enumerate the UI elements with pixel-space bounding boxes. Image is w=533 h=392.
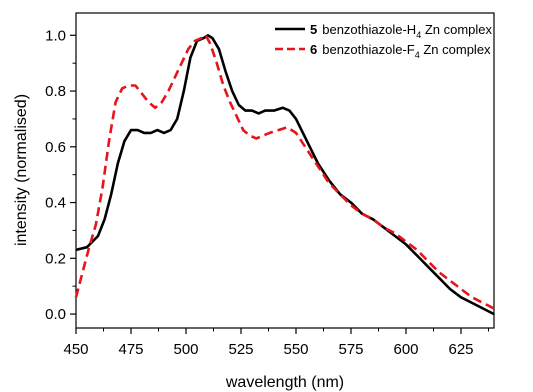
- y-tick-label: 1.0: [45, 27, 66, 44]
- y-tick-label: 0.8: [45, 83, 66, 100]
- x-tick-label: 500: [173, 341, 198, 358]
- legend-number: 6: [310, 42, 317, 57]
- series-line-6: [74, 34, 495, 310]
- x-tick-label: 450: [63, 341, 88, 358]
- legend-label: benzothiazole-F: [322, 42, 415, 57]
- x-tick-label: 525: [228, 341, 253, 358]
- legend-subscript: 4: [416, 30, 421, 40]
- series-line-5: [75, 34, 495, 316]
- x-axis: 450 475 500 525 550 575 600 625: [63, 328, 489, 358]
- x-tick-label: 600: [393, 341, 418, 358]
- legend-label-suffix: Zn complex: [420, 42, 491, 57]
- legend-subscript: 4: [415, 50, 420, 60]
- legend-number: 5: [310, 22, 317, 37]
- legend-label: benzothiazole-H: [322, 22, 416, 37]
- plot-frame: [75, 12, 495, 329]
- y-tick-label: 0.4: [45, 195, 66, 212]
- x-tick-label: 625: [448, 341, 473, 358]
- x-tick-label: 550: [283, 341, 308, 358]
- y-axis: 0.0 0.2 0.4 0.6 0.8 1.0: [45, 27, 76, 323]
- x-tick-label: 475: [118, 341, 143, 358]
- y-tick-label: 0.2: [45, 250, 66, 267]
- legend-label-suffix: Zn complex: [421, 22, 492, 37]
- y-tick-label: 0.0: [45, 306, 66, 323]
- x-axis-label: wavelength (nm): [225, 374, 344, 391]
- legend-entry-5: 5 benzothiazole-H4 Zn complex: [310, 22, 493, 40]
- x-tick-label: 575: [338, 341, 363, 358]
- legend-entry-6: 6 benzothiazole-F4 Zn complex: [310, 42, 491, 60]
- y-tick-label: 0.6: [45, 139, 66, 156]
- y-axis-label: intensity (normalised): [13, 94, 30, 246]
- series-layer: [74, 34, 495, 316]
